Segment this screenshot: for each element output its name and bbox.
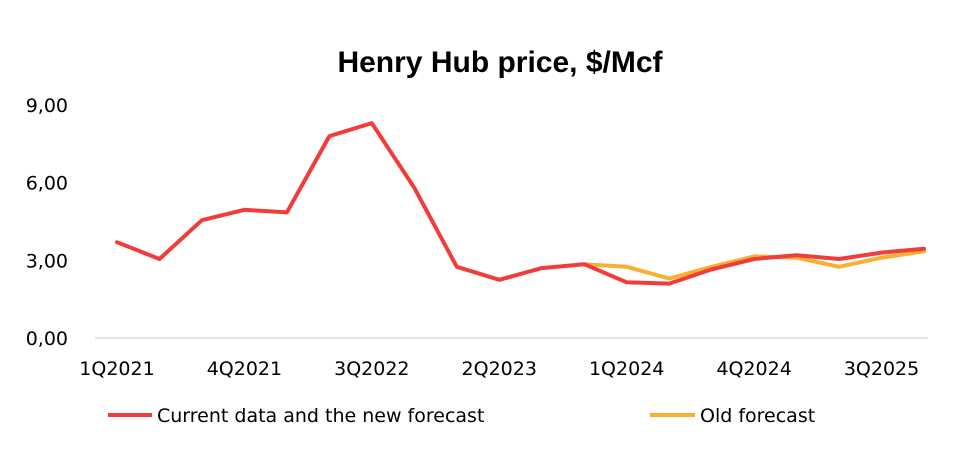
y-tick-label: 3,00 <box>26 250 68 272</box>
data-point-s0 <box>922 247 926 251</box>
data-point-s0 <box>752 257 756 261</box>
x-tick-label: 4Q2024 <box>716 358 791 380</box>
data-point-s0 <box>582 262 586 266</box>
data-point-s0 <box>837 257 841 261</box>
data-point-s0 <box>880 251 884 255</box>
data-point-s0 <box>370 121 374 125</box>
data-point-s1 <box>625 265 629 269</box>
data-point-s1 <box>880 256 884 260</box>
data-point-s0 <box>285 210 289 214</box>
data-point-s0 <box>795 253 799 257</box>
x-tick-label: 1Q2024 <box>589 358 664 380</box>
x-tick-label: 3Q2022 <box>334 358 409 380</box>
data-point-s0 <box>200 218 204 222</box>
x-tick-label: 4Q2021 <box>207 358 282 380</box>
data-point-s0 <box>157 257 161 261</box>
data-point-s0 <box>242 208 246 212</box>
data-point-s0 <box>455 265 459 269</box>
data-point-s0 <box>540 266 544 270</box>
x-tick-label: 3Q2025 <box>844 358 919 380</box>
data-point-s0 <box>327 134 331 138</box>
legend: Current data and the new forecast Old for… <box>108 405 815 427</box>
x-axis-ticks: 1Q2021 4Q2021 3Q2022 2Q2023 1Q2024 4Q2024 3Q20… <box>79 358 919 380</box>
x-tick-label: 1Q2021 <box>79 358 154 380</box>
series-line-0 <box>115 121 926 286</box>
data-point-s0 <box>710 267 714 271</box>
data-point-s0 <box>667 282 671 286</box>
series-lines <box>115 121 926 286</box>
chart-title: Henry Hub price, $/Mcf <box>337 46 663 79</box>
y-tick-label: 0,00 <box>26 328 68 350</box>
x-tick-label: 2Q2023 <box>462 358 537 380</box>
data-point-s0 <box>497 278 501 282</box>
y-tick-label: 9,00 <box>26 95 68 117</box>
data-point-s0 <box>625 280 629 284</box>
data-point-s1 <box>667 276 671 280</box>
data-point-s1 <box>837 265 841 269</box>
y-tick-label: 6,00 <box>26 173 68 195</box>
data-point-s0 <box>115 240 119 244</box>
data-point-s0 <box>412 186 416 190</box>
legend-label-1: Old forecast <box>700 405 815 427</box>
legend-label-0: Current data and the new forecast <box>157 405 484 427</box>
y-axis-ticks: 0,00 3,00 6,00 9,00 <box>26 95 68 350</box>
